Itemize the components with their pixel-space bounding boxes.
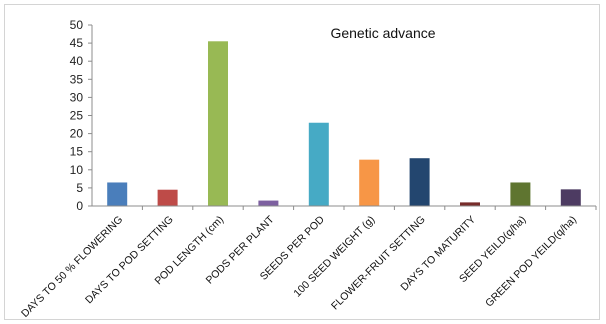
x-category-label: GREEN POD YEILD(q/ha) [483, 214, 579, 310]
bar [308, 122, 329, 206]
bar [107, 182, 128, 206]
y-tick-label: 30 [70, 90, 84, 104]
bar [409, 158, 430, 206]
x-category-label: DAYS TO 50 % FLOWERING [19, 214, 125, 320]
y-tick-label: 5 [76, 181, 83, 195]
x-category-label: DAYS TO POD SETTING [83, 214, 176, 307]
bar [208, 41, 228, 206]
y-tick-label: 0 [76, 199, 83, 213]
bar [359, 159, 380, 206]
y-tick-label: 25 [70, 109, 84, 123]
bar [157, 189, 178, 206]
chart-title: Genetic advance [330, 25, 435, 41]
x-category-label: FLOWER-FRUIT SETTING [329, 214, 428, 313]
y-axis: 0 5 10 15 20 25 30 35 40 45 50 [70, 18, 93, 213]
y-tick-label: 50 [70, 18, 84, 32]
y-tick-label: 45 [70, 36, 84, 50]
bars [107, 41, 581, 206]
y-tick-label: 35 [70, 72, 84, 86]
bar [560, 189, 581, 206]
y-tick-label: 20 [70, 127, 84, 141]
bar [460, 202, 480, 206]
y-tick-label: 40 [70, 54, 84, 68]
chart-frame [4, 4, 600, 320]
bar [258, 200, 279, 206]
bar [510, 182, 531, 206]
y-tick-label: 10 [70, 163, 84, 177]
y-tick-label: 15 [70, 145, 84, 159]
